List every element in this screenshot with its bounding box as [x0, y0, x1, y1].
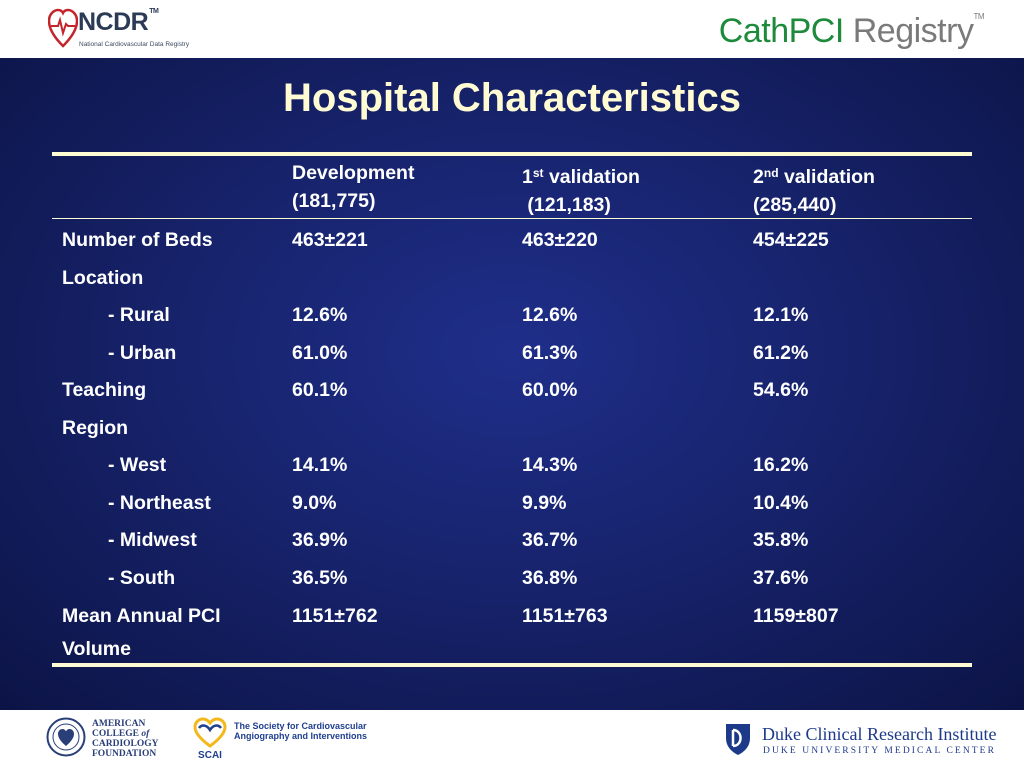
cell-validation-1: 60.0% — [522, 379, 578, 402]
row-label: - Northeast — [108, 491, 211, 514]
cell-validation-2: 54.6% — [753, 379, 809, 402]
table-row: - Northeast 9.0% 9.9% 10.4% — [52, 485, 972, 523]
row-label: Teaching — [62, 379, 147, 402]
table-row: - West 14.1% 14.3% 16.2% — [52, 447, 972, 485]
cell-development: 36.9% — [292, 529, 348, 552]
scai-wordmark: The Society for Cardiovascular Angiograp… — [234, 721, 368, 741]
ncdr-logo: NCDRTM National Cardiovascular Data Regi… — [48, 6, 190, 52]
cell-validation-1: 36.8% — [522, 566, 578, 589]
cell-validation-2: 454±225 — [753, 229, 829, 252]
cell-validation-2: 37.6% — [753, 566, 809, 589]
table-row: Number of Beds 463±221 463±220 454±225 — [52, 222, 972, 260]
table-row: Teaching 60.1% 60.0% 54.6% — [52, 372, 972, 410]
cell-validation-2: 1159±807 — [753, 605, 839, 627]
cell-development: 12.6% — [292, 304, 348, 327]
row-label: - Rural — [108, 304, 170, 327]
cell-validation-1: 463±220 — [522, 229, 598, 252]
duke-logo: Duke Clinical Research Institute DUKE UN… — [724, 722, 997, 762]
table-bottom-rule — [52, 663, 972, 667]
table-row: - Rural 12.6% 12.6% 12.1% — [52, 297, 972, 335]
header-cell-second-validation: 2nd validation (285,440) — [753, 166, 875, 216]
row-label: - South — [108, 566, 176, 589]
cell-validation-2: 35.8% — [753, 529, 809, 552]
acc-wordmark: AMERICAN COLLEGE of CARDIOLOGY FOUNDATIO… — [92, 719, 159, 759]
cell-validation-1: 61.3% — [522, 341, 578, 364]
header-cell-first-validation: 1st validation (121,183) — [522, 166, 640, 216]
slide-body: Hospital Characteristics Development (18… — [0, 58, 1024, 710]
cell-validation-2: 12.1% — [753, 304, 809, 327]
scai-heart-icon: SCAI — [193, 717, 227, 760]
row-label: Mean Annual PCI Volume — [62, 605, 221, 660]
cell-validation-1: 14.3% — [522, 454, 578, 477]
header-bar: NCDRTM National Cardiovascular Data Regi… — [0, 0, 1024, 58]
table-header-rule — [52, 218, 972, 219]
ncdr-heart-icon — [48, 8, 78, 48]
scai-abbreviation: SCAI — [198, 750, 222, 760]
table-top-rule — [52, 152, 972, 156]
ncdr-title: NCDRTM — [78, 8, 159, 36]
cell-validation-1: 1151±763 — [522, 605, 608, 627]
cell-development: 14.1% — [292, 454, 348, 477]
cell-validation-2: 16.2% — [753, 454, 809, 477]
row-label: Number of Beds — [62, 229, 213, 252]
acc-seal-icon — [46, 717, 86, 757]
ncdr-subtitle: National Cardiovascular Data Registry — [79, 41, 190, 48]
cell-validation-2: 10.4% — [753, 491, 809, 514]
cell-development: 463±221 — [292, 229, 368, 252]
table-row: - South 36.5% 36.8% 37.6% — [52, 560, 972, 598]
row-label: - Urban — [108, 341, 177, 364]
duke-title: Duke Clinical Research Institute — [762, 724, 997, 744]
table-header-row: Development (181,775) 1st validation (12… — [52, 156, 972, 218]
row-label: Region — [62, 416, 129, 439]
table-row: Region — [52, 410, 972, 448]
cell-development: 60.1% — [292, 379, 348, 402]
duke-subtitle: DUKE UNIVERSITY MEDICAL CENTER — [763, 746, 997, 756]
header-cell-development: Development (181,775) — [292, 162, 415, 212]
row-label: - West — [108, 454, 167, 477]
footer-bar — [0, 710, 1024, 768]
table-row: Mean Annual PCI Volume 1151±762 1151±763… — [52, 597, 972, 663]
table-row: Location — [52, 260, 972, 298]
scai-logo: SCAI The Society for Cardiovascular Angi… — [190, 716, 367, 762]
row-label: Location — [62, 266, 144, 289]
cell-development: 36.5% — [292, 566, 348, 589]
table-row: - Urban 61.0% 61.3% 61.2% — [52, 335, 972, 373]
cell-development: 61.0% — [292, 341, 348, 364]
cell-validation-2: 61.2% — [753, 341, 809, 364]
cell-development: 1151±762 — [292, 605, 378, 627]
cathpci-registry-logo: CathPCI RegistryTM — [718, 12, 985, 50]
duke-shield-icon — [726, 724, 750, 755]
acc-foundation-logo: AMERICAN COLLEGE of CARDIOLOGY FOUNDATIO… — [46, 716, 166, 760]
cell-validation-1: 36.7% — [522, 529, 578, 552]
cell-validation-1: 12.6% — [522, 304, 578, 327]
hospital-characteristics-table: Development (181,775) 1st validation (12… — [52, 152, 972, 667]
cell-development: 9.0% — [292, 491, 337, 514]
table-row: - Midwest 36.9% 36.7% 35.8% — [52, 522, 972, 560]
slide-title: Hospital Characteristics — [283, 76, 741, 120]
cell-validation-1: 9.9% — [522, 491, 567, 514]
row-label: - Midwest — [108, 529, 197, 552]
